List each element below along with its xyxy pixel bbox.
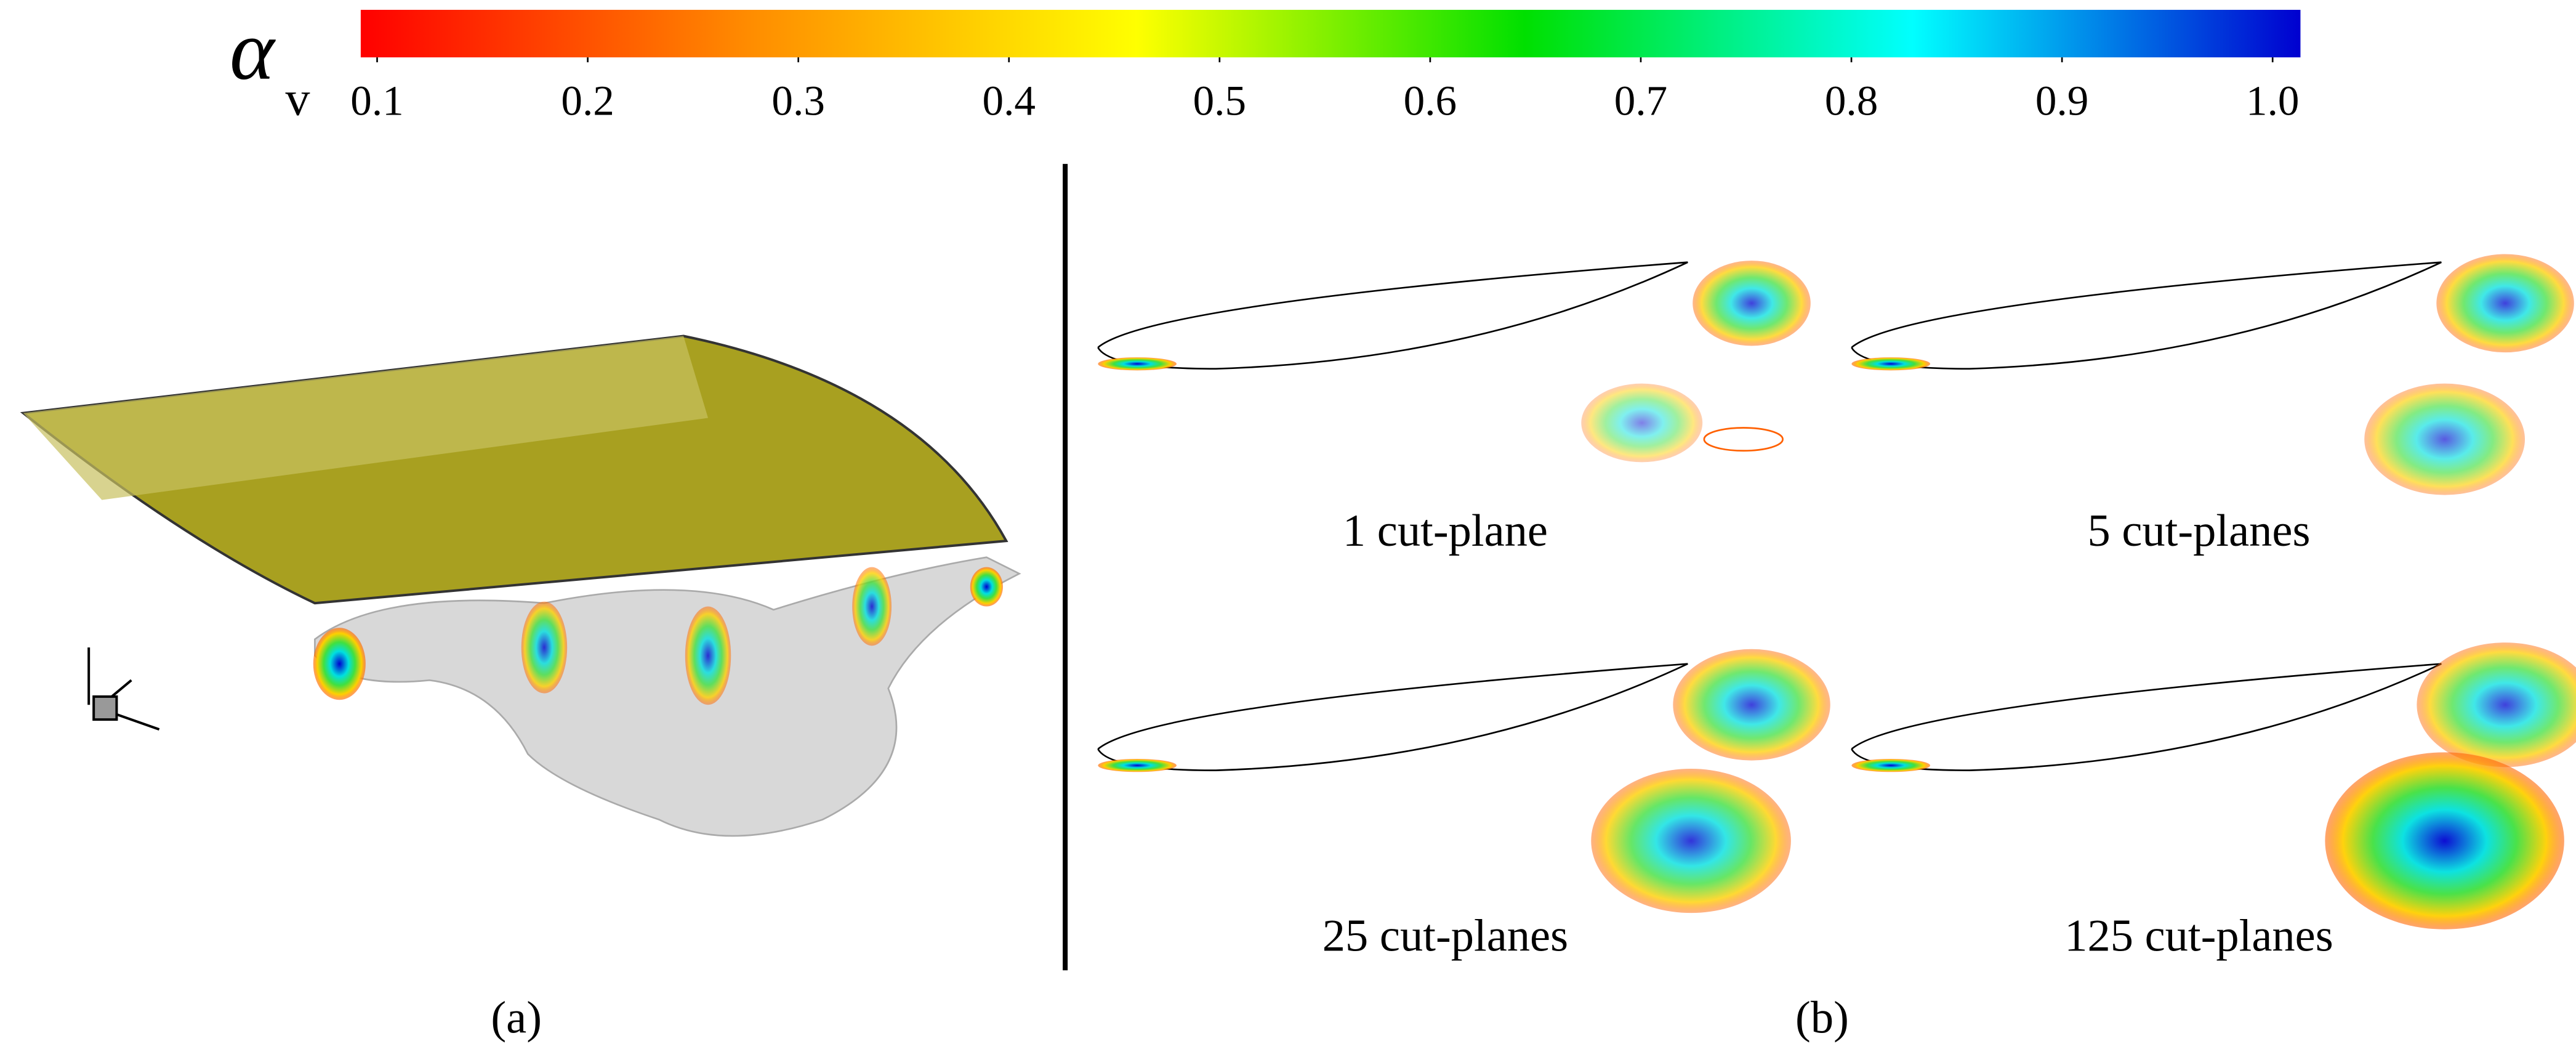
contour xyxy=(2417,642,2576,768)
contour xyxy=(1851,357,1931,371)
caption: 125 cut-planes xyxy=(2064,910,2333,961)
contour xyxy=(1591,768,1791,913)
tick-label: 0.9 xyxy=(2035,76,2088,124)
colorbar-ticks: 0.1 0.2 0.3 0.4 0.5 0.6 0.7 0.8 0.9 1.0 xyxy=(350,57,2299,124)
contour xyxy=(521,601,568,694)
colorbar-symbol: α xyxy=(230,3,276,97)
tick-label: 0.4 xyxy=(983,76,1036,124)
tick-label: 0.3 xyxy=(771,76,824,124)
contour xyxy=(970,567,1003,607)
tick-label: 0.5 xyxy=(1193,76,1246,124)
tick-label: 1.0 xyxy=(2246,76,2299,124)
cut-plane-plot xyxy=(1097,649,1830,913)
tick-label: 0.8 xyxy=(1825,76,1878,124)
axes-icon xyxy=(87,647,160,731)
contour xyxy=(2436,254,2574,353)
colorbar xyxy=(360,9,2301,58)
tick-label: 0.2 xyxy=(561,76,614,124)
tick-label: 0.1 xyxy=(350,76,403,124)
cut-plane-plot xyxy=(1097,261,1811,463)
airfoil xyxy=(1097,663,1688,771)
panel-a-label: (a) xyxy=(491,992,542,1043)
airfoil xyxy=(1851,663,2442,771)
contour xyxy=(313,628,366,700)
contour xyxy=(1098,759,1177,772)
contour xyxy=(2325,752,2564,930)
tick-label: 0.6 xyxy=(1404,76,1457,124)
wing-render xyxy=(20,334,1021,837)
contour xyxy=(852,567,892,646)
contour xyxy=(1693,261,1811,346)
caption: 25 cut-planes xyxy=(1322,910,1568,961)
contour xyxy=(1673,649,1830,761)
wing-top xyxy=(23,336,709,500)
captions: 1 cut-plane 5 cut-planes 25 cut-planes 125 … xyxy=(1322,506,2333,961)
caption: 1 cut-plane xyxy=(1343,506,1548,556)
contour xyxy=(1851,759,1931,772)
contour xyxy=(1703,427,1784,452)
cut-plane-plots xyxy=(1097,254,2576,930)
contour xyxy=(685,606,731,705)
airfoil xyxy=(1097,261,1688,370)
caption: 5 cut-planes xyxy=(2087,506,2310,556)
airfoil xyxy=(1851,261,2442,370)
panel-b-label: (b) xyxy=(1795,992,1849,1043)
contour xyxy=(1581,383,1703,463)
cut-plane-plot xyxy=(1851,254,2574,495)
contour xyxy=(1098,357,1177,371)
cut-plane-plot xyxy=(1851,642,2576,930)
colorbar-subscript: v xyxy=(286,71,310,126)
tick-label: 0.7 xyxy=(1614,76,1667,124)
plume xyxy=(314,556,1021,837)
contour xyxy=(2364,383,2526,495)
